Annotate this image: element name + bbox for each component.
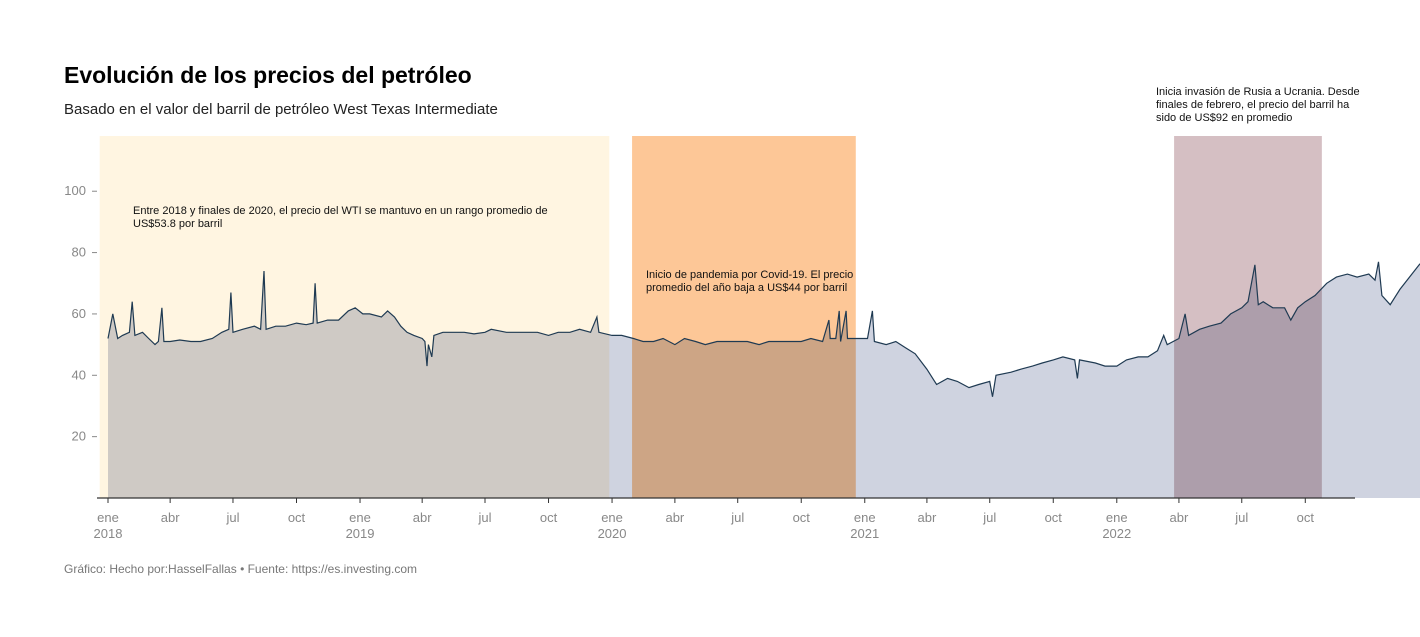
x-tick-label: ene [97,510,119,525]
x-year-label: 2018 [94,526,123,541]
chart-caption: Gráfico: Hecho por:HasselFallas • Fuente… [64,562,418,576]
y-tick-label: 100 [64,183,86,198]
x-tick-label: oct [288,510,306,525]
x-tick-label: ene [601,510,623,525]
x-tick-label: jul [982,510,996,525]
x-year-label: 2019 [346,526,375,541]
y-tick-label: 40 [72,367,86,382]
x-tick-label: abr [1170,510,1189,525]
x-tick-label: jul [477,510,491,525]
y-axis: 20 40 60 80 100 [64,183,97,444]
price-line [107,261,1420,397]
x-tick-label: abr [161,510,180,525]
price-area [108,261,1420,498]
x-tick-label: oct [1045,510,1063,525]
x-tick-label: abr [665,510,684,525]
x-tick-label: jul [225,510,239,525]
annotations: Entre 2018 y finales de 2020, el precio … [133,86,1360,294]
y-tick-label: 20 [72,429,86,444]
annotation-1: Entre 2018 y finales de 2020, el precio … [133,205,548,230]
price-area-layer [107,261,1420,498]
chart-subtitle: Basado en el valor del barril de petróle… [64,101,498,118]
x-tick-label: jul [1234,510,1248,525]
x-tick-label: oct [793,510,811,525]
annotation-2: Inicio de pandemia por Covid-19. El prec… [646,269,853,294]
x-tick-label: ene [349,510,371,525]
x-tick-label: ene [854,510,876,525]
x-tick-label: abr [918,510,937,525]
chart-title: Evolución de los precios del petróleo [64,62,472,88]
x-year-label: 2022 [1102,526,1131,541]
x-tick-label: oct [540,510,558,525]
x-year-label: 2020 [598,526,627,541]
y-tick-label: 60 [72,306,86,321]
x-tick-label: oct [1297,510,1315,525]
x-year-label: 2021 [850,526,879,541]
x-tick-label: ene [1106,510,1128,525]
x-tick-label: abr [413,510,432,525]
annotation-3: Inicia invasión de Rusia a Ucrania. Desd… [1156,86,1360,124]
y-tick-label: 80 [72,245,86,260]
x-tick-label: jul [730,510,744,525]
